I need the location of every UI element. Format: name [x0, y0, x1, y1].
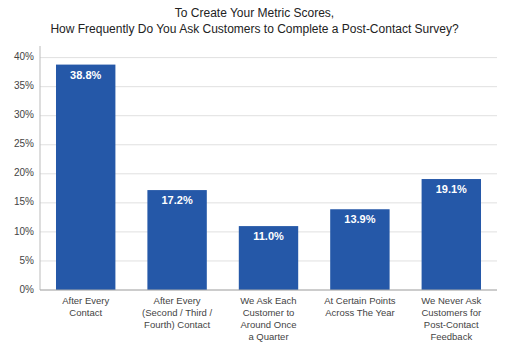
- bar: [330, 209, 389, 290]
- x-tick-label: After Every(Second / Third /Fourth) Cont…: [142, 295, 212, 330]
- y-axis-line: [40, 46, 41, 290]
- grid-line: [40, 290, 497, 291]
- y-tick-label: 35%: [14, 80, 34, 91]
- bar: [422, 179, 481, 290]
- chart: 0% 5% 10% 15% 20% 25% 30% 35% 40% 38.8% 17.2% 11.0%…: [0, 0, 509, 362]
- y-tick-label: 15%: [14, 196, 34, 207]
- y-tick-label: 10%: [14, 226, 34, 237]
- y-tick-label: 0%: [20, 284, 35, 295]
- data-label: 19.1%: [436, 183, 467, 195]
- x-tick-label: After EveryContact: [62, 295, 109, 318]
- y-tick-label: 30%: [14, 109, 34, 120]
- grid-line: [40, 57, 497, 58]
- data-label: 11.0%: [253, 230, 284, 242]
- y-tick-label: 40%: [14, 51, 34, 62]
- x-tick-label: At Certain PointsAcross The Year: [324, 295, 396, 318]
- data-label: 17.2%: [161, 194, 192, 206]
- bar: [56, 65, 115, 290]
- bar: [239, 226, 298, 290]
- y-tick-label: 20%: [14, 167, 34, 178]
- x-axis-line: [40, 290, 497, 291]
- x-tick-label: We Never AskCustomers forPost-ContactFee…: [421, 295, 481, 342]
- bar: [147, 190, 206, 290]
- y-tick-label: 25%: [14, 138, 34, 149]
- data-label: 38.8%: [70, 69, 101, 81]
- y-tick-label: 5%: [20, 255, 35, 266]
- title: To Create Your Metric Scores,How Frequen…: [50, 6, 459, 36]
- grid: [40, 58, 497, 290]
- x-tick-label: We Ask EachCustomer toAround Oncea Quart…: [240, 295, 296, 342]
- bars: [56, 65, 481, 290]
- data-label: 13.9%: [344, 213, 375, 225]
